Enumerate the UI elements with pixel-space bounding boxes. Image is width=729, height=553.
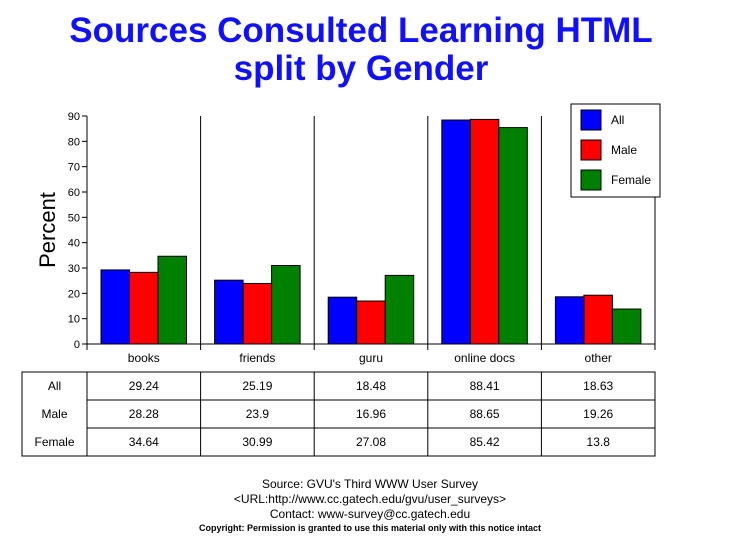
y-tick-label: 80 (68, 136, 80, 148)
table-row-label: Female (34, 435, 74, 449)
legend-label-male: Male (611, 143, 637, 157)
legend-swatch-female (580, 169, 602, 191)
table-row-label: Male (41, 407, 67, 421)
bar-all-guru (327, 296, 358, 345)
table-cell: 18.63 (583, 379, 613, 393)
table-cell: 27.08 (356, 435, 386, 449)
table-cell: 85.42 (470, 435, 500, 449)
footer-source: Source: GVU's Third WWW User Survey (261, 477, 479, 491)
table-cell: 29.24 (129, 379, 159, 393)
table-cell: 30.99 (242, 435, 272, 449)
y-axis-label: Percent (35, 192, 60, 268)
x-tick-label: friends (239, 351, 275, 365)
table-cell: 88.65 (470, 407, 500, 421)
y-tick-label: 0 (74, 339, 80, 351)
table-cell: 28.28 (129, 407, 159, 421)
legend-label-all: All (611, 113, 624, 127)
x-tick-label: books (128, 351, 160, 365)
x-tick-label: guru (359, 351, 383, 365)
table-cell: 23.9 (246, 407, 270, 421)
bar-male-other (583, 294, 613, 345)
y-tick-label: 20 (68, 288, 80, 300)
bar-all-online-docs (441, 119, 471, 345)
x-tick-label: other (585, 351, 612, 365)
y-tick-label: 10 (68, 314, 80, 326)
bar-all-friends (214, 279, 244, 345)
y-tick-label: 40 (68, 238, 80, 250)
table-cell: 88.41 (470, 379, 500, 393)
y-tick-label: 60 (68, 187, 80, 199)
bar-female-other (611, 308, 642, 345)
bar-male-books (129, 271, 159, 345)
y-tick-label: 70 (68, 162, 80, 174)
bar-female-books (157, 255, 187, 345)
legend-swatch-all (580, 109, 602, 131)
y-tick-label: 30 (68, 263, 80, 275)
table-cell: 16.96 (356, 407, 386, 421)
legend-label-female: Female (611, 173, 651, 187)
bar-male-friends (242, 282, 273, 345)
footer-url[interactable]: <URL:http://www.cc.gatech.edu/gvu/user_s… (233, 492, 507, 506)
bar-male-guru (356, 300, 386, 345)
legend-swatch-male (580, 139, 602, 161)
bar-female-friends (271, 264, 301, 345)
chart-title-line-1: Sources Consulted Learning HTML (69, 11, 653, 50)
bar-all-other (554, 296, 585, 345)
bar-female-guru (384, 274, 415, 345)
y-tick-label: 90 (68, 111, 80, 123)
footer-contact[interactable]: Contact: www-survey@cc.gatech.edu (269, 507, 471, 521)
table-cell: 25.19 (242, 379, 272, 393)
y-tick-label: 50 (68, 212, 80, 224)
table-row-label: All (48, 379, 61, 393)
chart-title-line-2: split by Gender (233, 49, 489, 88)
bar-male-online-docs (469, 118, 500, 345)
footer-copyright: Copyright: Permission is granted to use … (198, 523, 542, 533)
x-tick-label: online docs (454, 351, 515, 365)
bar-all-books (100, 269, 130, 345)
table-cell: 19.26 (583, 407, 613, 421)
data-table (21, 371, 656, 457)
table-cell: 18.48 (356, 379, 386, 393)
bar-female-online-docs (498, 127, 528, 345)
table-cell: 13.8 (587, 435, 611, 449)
table-cell: 34.64 (129, 435, 159, 449)
